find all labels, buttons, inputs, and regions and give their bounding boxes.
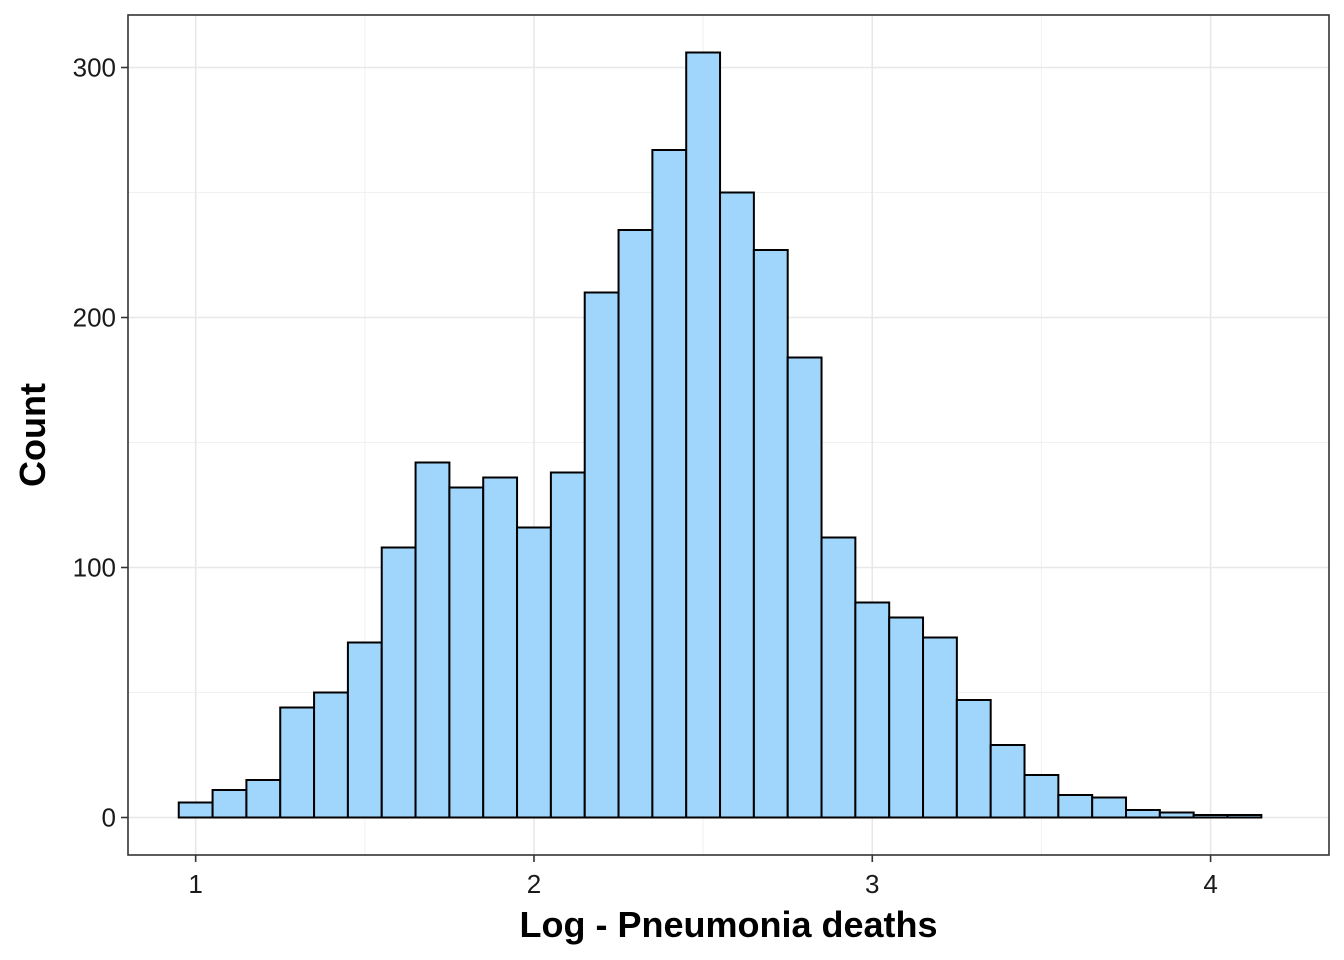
histogram-bar xyxy=(1023,774,1060,819)
histogram-bar xyxy=(617,229,654,819)
histogram-bar xyxy=(482,476,519,819)
y-axis-title: Count xyxy=(12,383,53,487)
histogram-bar xyxy=(177,801,214,819)
y-tick-label: 300 xyxy=(73,53,116,83)
histogram-bar xyxy=(786,356,823,819)
x-tick-label: 2 xyxy=(527,869,541,899)
histogram-bar xyxy=(820,536,857,819)
x-axis-tick-labels: 1 2 3 4 xyxy=(188,869,1217,899)
histogram-bar xyxy=(211,789,248,819)
histogram-bar xyxy=(854,601,891,819)
axis-ticks xyxy=(121,66,1212,862)
histogram-bar xyxy=(719,191,755,819)
histogram-bar xyxy=(516,526,552,819)
histogram-bar xyxy=(955,699,992,819)
histogram-bar xyxy=(549,471,586,819)
y-tick-label: 100 xyxy=(73,553,116,583)
histogram-bar xyxy=(685,51,722,819)
histogram-bar xyxy=(651,149,688,819)
histogram-bar xyxy=(1192,814,1229,819)
histogram-bar xyxy=(313,691,349,819)
y-axis-tick-labels: 0 100 200 300 xyxy=(73,53,116,833)
histogram-bar xyxy=(989,744,1026,819)
histogram-bar xyxy=(380,546,417,819)
histogram-bar xyxy=(583,291,620,819)
histogram-bar xyxy=(922,636,958,819)
histogram-bar xyxy=(245,779,282,819)
histogram-bar xyxy=(1057,794,1094,819)
y-tick-label: 0 xyxy=(102,803,116,833)
x-tick-label: 4 xyxy=(1203,869,1217,899)
histogram-bars xyxy=(177,51,1263,819)
x-tick-label: 3 xyxy=(865,869,879,899)
x-tick-label: 1 xyxy=(188,869,202,899)
plot-panel-border xyxy=(127,14,1330,856)
histogram-bar xyxy=(1091,796,1128,819)
histogram-bar xyxy=(414,461,451,819)
histogram-bar xyxy=(346,641,383,819)
histogram-bar xyxy=(448,486,485,819)
histogram-bar xyxy=(1226,814,1263,819)
histogram-bar xyxy=(1125,809,1161,819)
histogram-bar xyxy=(752,249,789,819)
histogram-bar xyxy=(1158,811,1195,819)
histogram-bar xyxy=(279,706,316,819)
x-axis-title: Log - Pneumonia deaths xyxy=(519,904,937,945)
y-tick-label: 200 xyxy=(73,303,116,333)
histogram-bar xyxy=(888,616,925,819)
